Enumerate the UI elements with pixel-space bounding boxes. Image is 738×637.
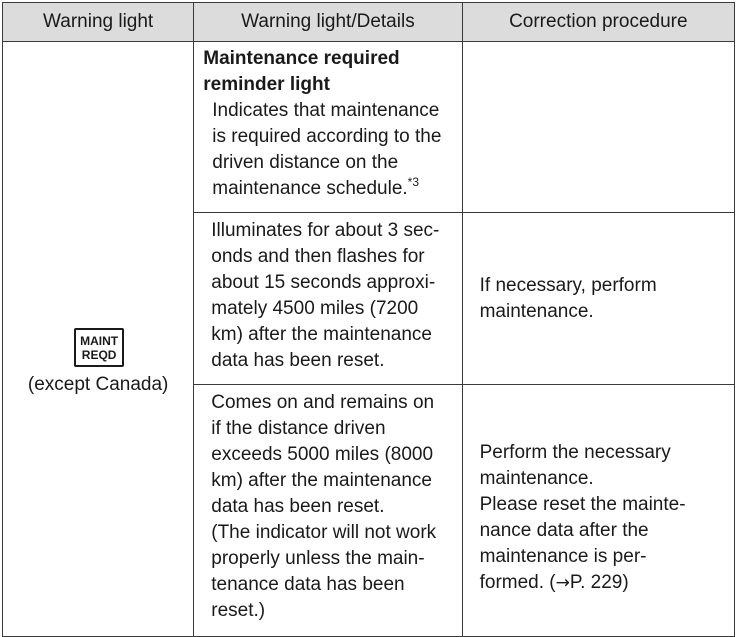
correction-line: nance data after the — [479, 520, 649, 541]
correction-cell-empty — [461, 41, 736, 213]
detail-line: reset.) — [211, 600, 266, 621]
region-note: (except Canada) — [27, 374, 169, 395]
warning-light-cell: MAINT REQD (except Canada) — [1, 41, 195, 637]
correction-cell: Perform the necessary maintenance. Pleas… — [461, 384, 736, 637]
table-row: Illuminates for about 3 sec- onds and th… — [3, 212, 736, 385]
table-row: MAINT REQD (except Canada) Maintenance r… — [1, 41, 736, 637]
detail-line: data has been reset. — [211, 350, 385, 371]
maint-reqd-icon: MAINT REQD — [74, 328, 125, 367]
detail-line: onds and then flashes for — [211, 246, 425, 267]
detail-line: exceeds 5000 miles (8000 — [211, 444, 434, 465]
header-correction-procedure: Correction procedure — [461, 2, 736, 42]
correction-line: maintenance is per- — [479, 546, 647, 567]
title-line: reminder light — [203, 74, 330, 95]
detail-line: Illuminates for about 3 sec- — [211, 220, 440, 241]
header-warning-light-details: Warning light/Details — [193, 2, 463, 42]
details-cell: Maintenance required reminder light Indi… — [193, 41, 463, 213]
correction-line: maintenance. — [479, 300, 594, 322]
detail-line: Comes on and remains on — [211, 392, 435, 413]
detail-line: is required according to the — [212, 126, 442, 147]
correction-line: If necessary, perform — [479, 274, 657, 296]
detail-line: data has been reset. — [211, 496, 385, 517]
detail-line: km) after the maintenance — [211, 324, 432, 345]
page-reference-link[interactable]: P. 229) — [569, 572, 629, 593]
details-cell: Illuminates for about 3 sec- onds and th… — [193, 212, 463, 385]
detail-line-text: maintenance schedule. — [212, 178, 408, 199]
page-ref-prefix: formed. ( — [479, 572, 556, 593]
detail-line: mately 4500 miles (7200 — [211, 298, 419, 319]
correction-line: Please reset the mainte- — [479, 494, 686, 515]
detail-line: km) after the maintenance — [211, 470, 432, 491]
detail-line: Indicates that maintenance — [212, 100, 440, 121]
table-header-row: Warning light Warning light/Details Corr… — [1, 2, 736, 42]
detail-line: maintenance schedule.*3 — [212, 176, 453, 202]
footnote-marker: *3 — [407, 175, 420, 189]
detail-line: if the distance driven — [211, 418, 386, 439]
details-cell: Comes on and remains on if the distance … — [193, 384, 463, 637]
correction-cell: If necessary, perform maintenance. — [461, 212, 736, 385]
detail-line: driven distance on the — [212, 152, 399, 173]
correction-line: Perform the necessary — [479, 442, 671, 463]
correction-line: maintenance. — [479, 468, 594, 489]
light-description: Indicates that maintenance is required a… — [203, 98, 453, 202]
light-title: Maintenance required reminder light — [203, 46, 453, 98]
title-line: Maintenance required — [203, 48, 400, 69]
detail-line: tenance data has been — [211, 574, 405, 595]
badge-line-1: MAINT — [80, 334, 119, 348]
detail-line: properly unless the main- — [211, 548, 425, 569]
header-warning-light: Warning light — [1, 2, 195, 42]
detail-line: about 15 seconds approxi- — [211, 272, 436, 293]
detail-line: (The indicator will not work — [211, 522, 437, 543]
badge-line-2: REQD — [81, 348, 117, 362]
right-arrow-icon: → — [555, 573, 570, 593]
correction-line: formed. (→P. 229) — [480, 570, 734, 596]
